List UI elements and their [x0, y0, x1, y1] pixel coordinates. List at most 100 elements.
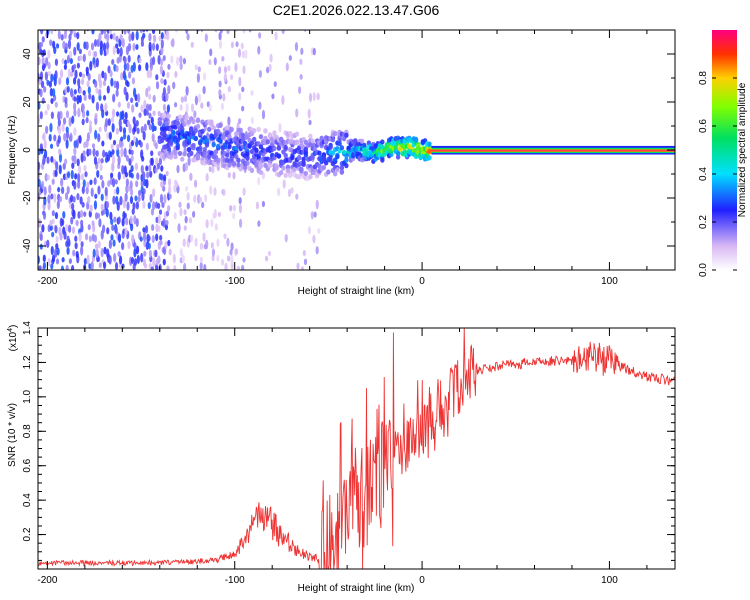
- heatmap-cell: [230, 254, 234, 265]
- heatmap-cell: [238, 197, 242, 205]
- heatmap-cell: [127, 30, 131, 35]
- heatmap-cell: [98, 218, 102, 228]
- heatmap-cell: [151, 133, 155, 142]
- heatmap-cell: [184, 185, 189, 192]
- heatmap-cell: [162, 134, 167, 141]
- heatmap-cell: [135, 120, 139, 127]
- heatmap-cell: [101, 180, 105, 189]
- heatmap-cell: [86, 254, 90, 265]
- heatmap-cell: [91, 94, 95, 104]
- heatmap-cell: [258, 169, 264, 176]
- heatmap-cell: [283, 144, 288, 151]
- heatmap-cell: [218, 40, 223, 50]
- heatmap-cell: [90, 261, 94, 270]
- heatmap-cell: [66, 86, 70, 93]
- heatmap-cell: [243, 164, 248, 170]
- heatmap-cell: [84, 171, 88, 178]
- heatmap-cell: [173, 154, 178, 160]
- heatmap-cell: [120, 147, 124, 158]
- heatmap-cell: [160, 77, 164, 84]
- heatmap-cell: [229, 74, 234, 80]
- heatmap-cell: [123, 30, 127, 35]
- heatmap-cell: [51, 254, 56, 263]
- heatmap-cell: [113, 252, 117, 263]
- heatmap-cell: [63, 64, 68, 70]
- colorbar-ticks: 0.0 0.2 0.4 0.6 0.8: [698, 71, 737, 277]
- heatmap-cell: [47, 200, 51, 211]
- heatmap-cell: [115, 111, 120, 117]
- heatmap-cell: [238, 118, 242, 125]
- heatmap-cell: [204, 142, 210, 148]
- heatmap-cell: [140, 164, 144, 174]
- figure-title: C2E1.2026.022.13.47.G06: [273, 2, 440, 18]
- heatmap-cell: [76, 192, 80, 201]
- heatmap-cell: [117, 251, 121, 257]
- heatmap-cell: [83, 257, 87, 265]
- heatmap-cell: [173, 124, 178, 130]
- heatmap-cell: [155, 43, 159, 52]
- heatmap-cell: [73, 154, 77, 165]
- heatmap-cell: [210, 242, 214, 249]
- heatmap-cell: [142, 258, 146, 267]
- colorbar-tick-label: 0.2: [698, 215, 709, 229]
- heatmap-cell: [287, 188, 292, 198]
- heatmap-cell: [193, 135, 198, 142]
- heatmap-cell: [65, 130, 70, 140]
- heatmap-cell: [94, 112, 98, 120]
- heatmap-cell: [241, 86, 245, 93]
- heatmap-cell: [58, 196, 63, 203]
- heatmap-cell: [61, 57, 65, 64]
- heatmap-cell: [344, 132, 349, 138]
- heatmap-cell: [265, 166, 270, 172]
- heatmap-cell: [321, 164, 327, 171]
- heatmap-cell: [148, 41, 152, 52]
- heatmap-cell: [125, 178, 129, 187]
- heatmap-cell: [220, 258, 225, 266]
- y-tick-label: 1.0: [22, 389, 33, 403]
- heatmap-cell: [68, 258, 72, 264]
- heatmap-cell: [130, 172, 134, 179]
- heatmap-cell: [308, 119, 312, 126]
- heatmap-cell: [44, 173, 48, 182]
- heatmap-cell: [209, 150, 214, 156]
- heatmap-cell: [261, 200, 266, 208]
- heatmap-cell: [110, 116, 115, 123]
- heatmap-cell: [91, 30, 95, 35]
- heatmap-cell: [147, 119, 151, 126]
- heatmap-cell: [113, 188, 117, 195]
- heatmap-cell: [207, 154, 212, 160]
- heatmap-cell: [129, 188, 134, 197]
- heatmap-cell: [115, 89, 119, 97]
- heatmap-cell: [106, 132, 110, 140]
- heatmap-cell: [95, 248, 99, 259]
- heatmap-cell: [307, 108, 311, 119]
- heatmap-cell: [77, 107, 81, 118]
- heatmap-cell: [232, 212, 236, 220]
- heatmap-cell: [294, 41, 299, 52]
- heatmap-cell: [105, 201, 110, 209]
- heatmap-cell: [72, 196, 76, 203]
- heatmap-cell: [107, 118, 111, 126]
- heatmap-cell: [214, 30, 218, 33]
- heatmap-cell: [123, 212, 127, 219]
- heatmap-cell: [127, 42, 132, 52]
- heatmap-cell: [285, 168, 291, 174]
- heatmap-cell: [73, 127, 77, 136]
- heatmap-cell: [111, 154, 116, 165]
- heatmap-cell: [179, 55, 183, 64]
- heatmap-cell: [307, 226, 312, 235]
- heatmap-cell: [50, 193, 54, 200]
- heatmap-cell: [50, 245, 54, 256]
- heatmap-cell: [100, 103, 104, 112]
- heatmap-cell: [131, 31, 135, 41]
- heatmap-cell: [147, 85, 151, 92]
- heatmap-cell: [218, 66, 222, 75]
- heatmap-cell: [124, 192, 128, 202]
- heatmap-cell: [147, 242, 151, 250]
- heatmap-cell: [58, 148, 62, 156]
- heatmap-cell: [133, 242, 137, 249]
- heatmap-cell: [150, 157, 154, 166]
- heatmap-cell: [180, 156, 185, 162]
- heatmap-cell: [180, 129, 185, 135]
- heatmap-cell: [229, 157, 234, 163]
